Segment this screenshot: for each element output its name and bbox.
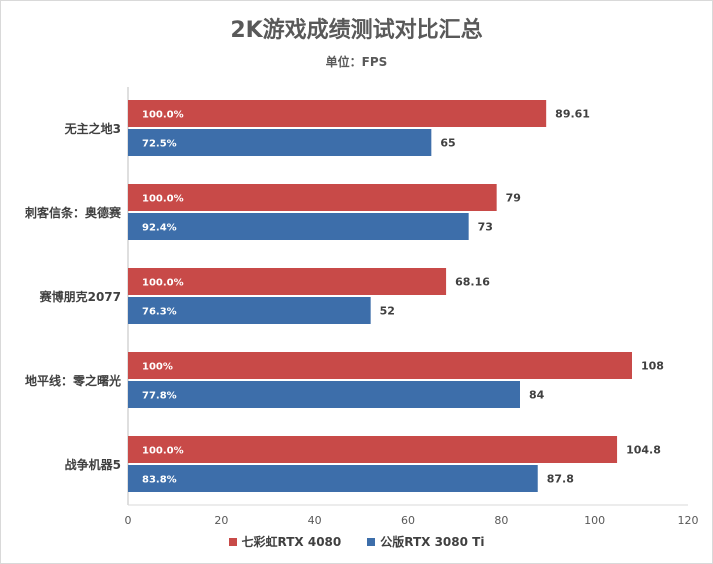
bar <box>128 465 538 492</box>
bar-value-label: 89.61 <box>555 108 590 121</box>
bar-value-label: 104.8 <box>626 444 661 457</box>
bar-value-label: 87.8 <box>547 473 574 486</box>
bar <box>128 213 469 240</box>
bar-value-label: 73 <box>478 221 493 234</box>
category-label: 无主之地3 <box>64 121 121 136</box>
bar-percent-label: 76.3% <box>142 307 177 318</box>
x-tick-label: 20 <box>214 514 228 527</box>
legend-swatch-series-1 <box>228 537 237 546</box>
bar <box>128 100 547 127</box>
bar-value-label: 52 <box>380 305 395 318</box>
bar <box>128 381 520 408</box>
bar-percent-label: 100.0% <box>142 446 184 457</box>
x-tick-label: 0 <box>125 514 132 527</box>
legend-label-series-2: 公版RTX 3080 Ti <box>380 535 485 549</box>
x-tick-label: 120 <box>678 514 699 527</box>
bar <box>128 184 497 211</box>
category-label: 地平线：零之曙光 <box>25 373 121 388</box>
bar <box>128 268 447 295</box>
bar-percent-label: 83.8% <box>142 475 177 486</box>
bar-value-label: 79 <box>506 192 521 205</box>
bar-percent-label: 100.0% <box>142 110 184 121</box>
x-tick-label: 100 <box>584 514 605 527</box>
bar-value-label: 84 <box>529 389 545 402</box>
bar-value-label: 108 <box>641 360 664 373</box>
bar <box>128 352 632 379</box>
bar <box>128 297 371 324</box>
bar-percent-label: 92.4% <box>142 223 177 234</box>
chart-title: 2K游戏成绩测试对比汇总 <box>230 18 483 43</box>
bar-value-label: 68.16 <box>455 276 490 289</box>
legend-item-series-1: 七彩虹RTX 4080 <box>228 533 342 550</box>
legend-label-series-1: 七彩虹RTX 4080 <box>241 535 342 549</box>
x-tick-label: 60 <box>401 514 415 527</box>
bar-percent-label: 100.0% <box>142 278 184 289</box>
bar-percent-label: 100% <box>142 362 173 373</box>
category-label: 刺客信条：奥德赛 <box>24 205 122 220</box>
bar <box>128 436 618 463</box>
bar <box>128 129 432 156</box>
chart-subtitle: 单位：FPS <box>325 55 388 69</box>
category-label: 赛博朋克2077 <box>39 289 121 304</box>
legend: 七彩虹RTX 4080 公版RTX 3080 Ti <box>0 533 713 550</box>
legend-swatch-series-2 <box>367 537 376 546</box>
category-label: 战争机器5 <box>65 457 121 472</box>
bar-percent-label: 100.0% <box>142 194 184 205</box>
x-tick-label: 80 <box>494 514 508 527</box>
legend-item-series-2: 公版RTX 3080 Ti <box>367 533 484 550</box>
bar-percent-label: 72.5% <box>142 139 177 150</box>
x-tick-label: 40 <box>308 514 322 527</box>
bar-value-label: 65 <box>440 137 455 150</box>
bar-percent-label: 77.8% <box>142 391 177 402</box>
